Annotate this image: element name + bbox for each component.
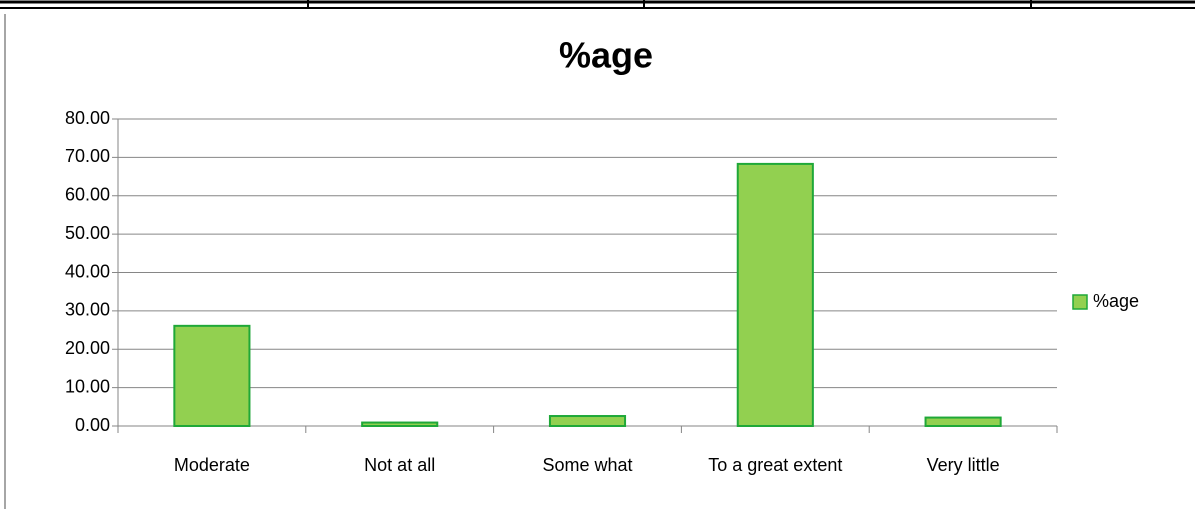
legend-label: %age (1093, 291, 1139, 311)
y-tick-label: 40.00 (65, 261, 110, 281)
bar (173, 324, 251, 427)
y-tick-label: 50.00 (65, 223, 110, 243)
x-tick-label: Moderate (174, 455, 250, 475)
y-tick-label: 20.00 (65, 338, 110, 358)
x-tick-label: Very little (927, 455, 1000, 475)
y-tick-label: 30.00 (65, 300, 110, 320)
y-tick-label: 10.00 (65, 376, 110, 396)
legend-swatch (1072, 294, 1088, 310)
bar (361, 421, 439, 428)
x-tick-label: To a great extent (708, 455, 842, 475)
bar (924, 416, 1002, 427)
y-tick-label: 0.00 (75, 415, 110, 435)
y-tick-label: 70.00 (65, 146, 110, 166)
bar (548, 415, 627, 427)
bar (736, 162, 814, 427)
chart-title: %age (559, 35, 653, 76)
x-tick-label: Not at all (364, 455, 435, 475)
x-tick-label: Some what (542, 455, 632, 475)
y-tick-label: 60.00 (65, 185, 110, 205)
y-tick-label: 80.00 (65, 108, 110, 128)
